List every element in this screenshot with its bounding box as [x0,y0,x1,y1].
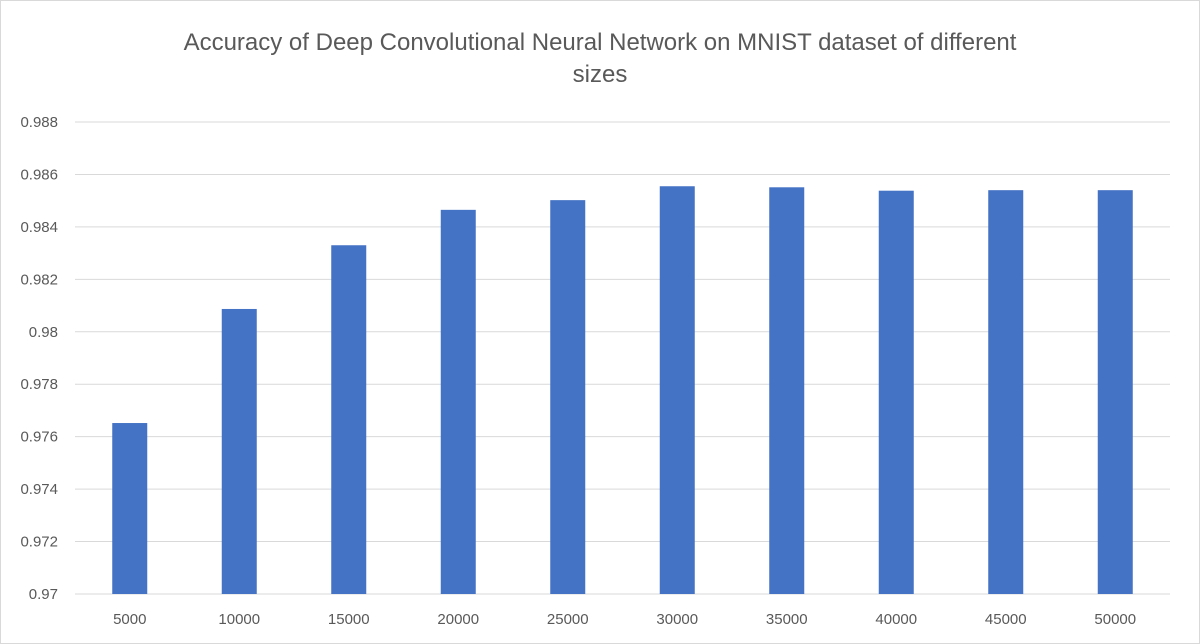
x-tick-label: 50000 [1094,611,1136,628]
chart-title: Accuracy of Deep Convolutional Neural Ne… [0,27,1200,91]
x-tick-label: 5000 [113,611,146,628]
x-axis-tick-labels: 5000 10000 15000 20000 25000 30000 35000 40000 4… [113,611,1136,628]
x-tick-label: 45000 [985,611,1027,628]
y-tick-label: 0.984 [20,219,58,236]
y-tick-label: 0.976 [20,429,58,446]
y-tick-label: 0.98 [29,324,58,341]
bar-10000 [221,308,257,594]
y-axis-tick-labels: 0.97 0.972 0.974 0.976 0.978 0.98 0.982 0.984 0.… [20,114,58,603]
bar-40000 [878,190,914,595]
y-tick-label: 0.986 [20,166,58,183]
x-tick-label: 10000 [218,611,260,628]
bars [112,186,1133,595]
x-tick-label: 40000 [875,611,917,628]
y-tick-label: 0.988 [20,114,58,131]
gridlines [75,121,1170,595]
bar-50000 [1097,190,1133,594]
bar-30000 [659,186,695,594]
bar-15000 [331,245,367,594]
y-tick-label: 0.974 [20,481,58,498]
x-tick-label: 35000 [766,611,808,628]
x-tick-label: 20000 [437,611,479,628]
bar-25000 [550,200,586,595]
x-tick-label: 30000 [656,611,698,628]
chart-title-line-2: sizes [572,61,628,88]
y-tick-label: 0.982 [20,271,58,288]
x-tick-label: 25000 [547,611,589,628]
y-tick-label: 0.972 [20,534,58,551]
chart-title-line-1: Accuracy of Deep Convolutional Neural Ne… [183,29,1017,56]
bar-5000 [112,423,148,594]
y-tick-label: 0.97 [29,586,58,603]
bar-20000 [440,209,476,594]
y-tick-label: 0.978 [20,376,58,393]
x-tick-label: 15000 [328,611,370,628]
bar-45000 [988,190,1024,594]
bar-35000 [769,187,805,594]
